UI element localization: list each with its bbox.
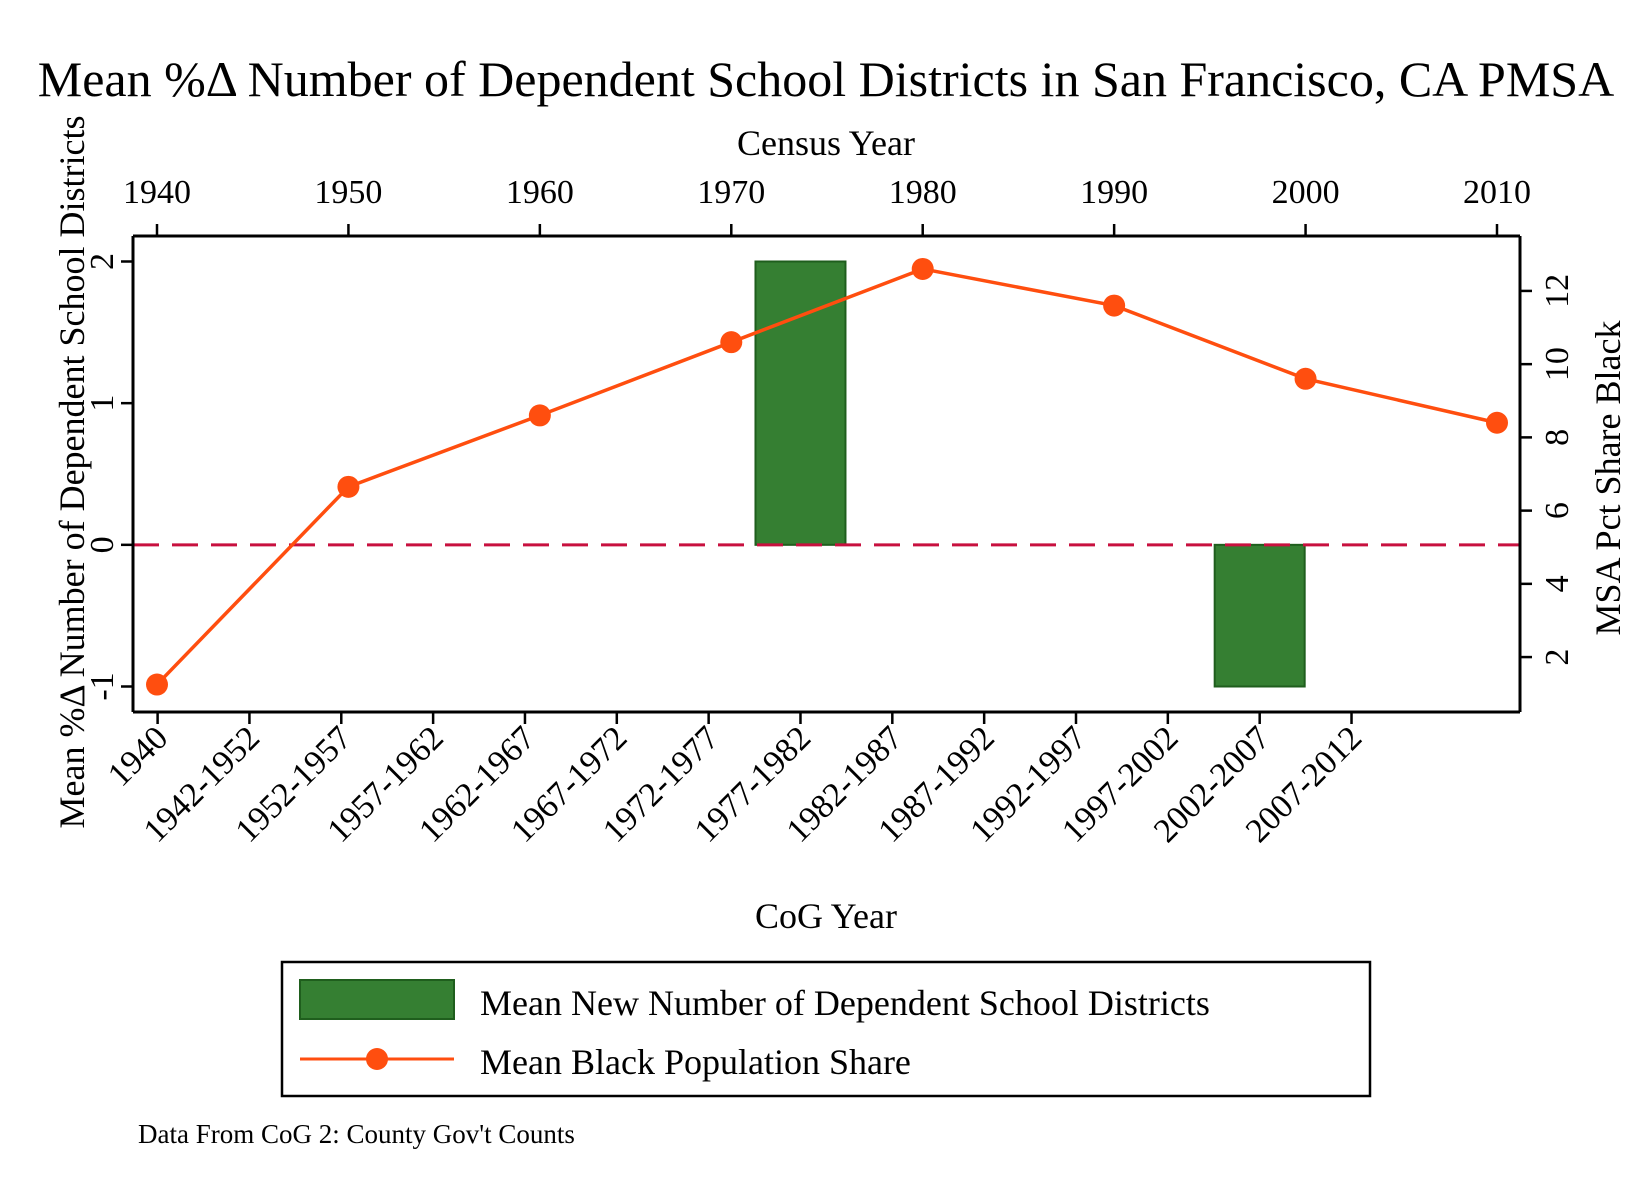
top-tick-label-1950: 1950 bbox=[314, 174, 382, 211]
left-tick-label-2: 2 bbox=[84, 253, 121, 270]
point-1950 bbox=[337, 475, 360, 498]
top-tick-label-2000: 2000 bbox=[1272, 174, 1340, 211]
right-tick-label-8: 8 bbox=[1539, 429, 1576, 446]
left-tick-label-0: 0 bbox=[84, 536, 121, 553]
x-tick-label-1940: 1940 bbox=[101, 719, 175, 793]
x-axis-title: CoG Year bbox=[755, 896, 897, 936]
top-tick-label-1960: 1960 bbox=[506, 174, 574, 211]
right-tick-label-2: 2 bbox=[1539, 649, 1576, 666]
top-tick-label-1940: 1940 bbox=[123, 174, 191, 211]
point-2000 bbox=[1294, 367, 1317, 390]
legend-box bbox=[280, 960, 1372, 1098]
top-tick-label-1990: 1990 bbox=[1080, 174, 1148, 211]
bar-2002-2007 bbox=[1213, 543, 1306, 688]
plot-layer bbox=[133, 257, 1520, 696]
right-y-axis-title: MSA Pct Share Black bbox=[1588, 321, 1628, 636]
source-note: Data From CoG 2: County Gov't Counts bbox=[138, 1119, 575, 1149]
point-1960 bbox=[528, 404, 551, 427]
legend-line-label: Mean Black Population Share bbox=[480, 1042, 911, 1082]
top-tick-label-1980: 1980 bbox=[889, 174, 957, 211]
top-tick-label-2010: 2010 bbox=[1463, 174, 1531, 211]
legend-bar-swatch bbox=[299, 979, 455, 1020]
right-tick-label-10: 10 bbox=[1539, 347, 1576, 381]
legend-line-marker bbox=[366, 1048, 388, 1070]
bar-1977-1982 bbox=[754, 260, 847, 546]
right-tick-label-6: 6 bbox=[1539, 502, 1576, 519]
axes-layer: 1940 1950 1960 1970 1980 1990 2000 201019401942… bbox=[84, 174, 1576, 850]
right-tick-label-4: 4 bbox=[1539, 575, 1576, 592]
top-tick-label-1970: 1970 bbox=[697, 174, 765, 211]
legend: Mean New Number of Dependent School Dist… bbox=[280, 960, 1372, 1098]
left-tick-label-1: 1 bbox=[84, 395, 121, 412]
left-tick-label--1: -1 bbox=[84, 672, 121, 700]
point-1970 bbox=[720, 331, 743, 354]
line-series-black-share bbox=[155, 267, 1498, 686]
legend-bar-label: Mean New Number of Dependent School Dist… bbox=[480, 983, 1210, 1023]
right-tick-label-12: 12 bbox=[1539, 274, 1576, 308]
top-axis-title: Census Year bbox=[737, 123, 915, 163]
point-1990 bbox=[1103, 294, 1126, 317]
left-y-axis-title: Mean %Δ Number of Dependent School Distr… bbox=[52, 115, 92, 828]
point-1980 bbox=[911, 257, 934, 280]
point-1940 bbox=[146, 673, 168, 696]
point-2010 bbox=[1486, 411, 1508, 434]
chart-title: Mean %Δ Number of Dependent School Distr… bbox=[38, 51, 1614, 107]
